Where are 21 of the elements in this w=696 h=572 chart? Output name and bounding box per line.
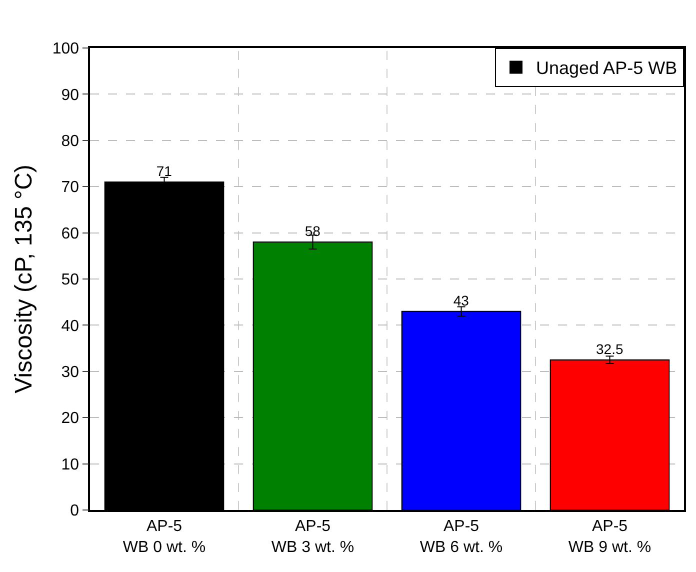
x-tick-label: AP-5 WB 6 wt. % [420,518,503,556]
legend-label: Unaged AP-5 WB [536,58,678,78]
y-axis-title: Viscosity (cP, 135 °C) [10,164,38,394]
x-tick-label: AP-5 WB 3 wt. % [271,518,354,556]
y-tick-label: 90 [61,86,80,104]
x-tick-label: AP-5 WB 9 wt. % [568,518,652,556]
data-label: 32.5 [596,340,624,357]
y-tick-label: 70 [61,179,80,196]
y-tick-label: 40 [61,318,80,335]
y-tick-label: 10 [61,456,80,474]
y-tick-label: 20 [61,410,80,428]
y-tick-label: 0 [70,502,80,520]
y-tick-label: 80 [61,133,80,150]
y-tick-label: 60 [61,225,80,242]
data-label: 71 [156,162,172,179]
x-tick-label: AP-5 WB 0 wt. % [122,518,206,556]
data-label: 58 [304,223,321,240]
y-tick-label: 50 [61,272,80,289]
y-tick-label: 100 [52,40,80,58]
data-label: 43 [453,292,470,308]
y-tick-label: 30 [61,364,80,381]
